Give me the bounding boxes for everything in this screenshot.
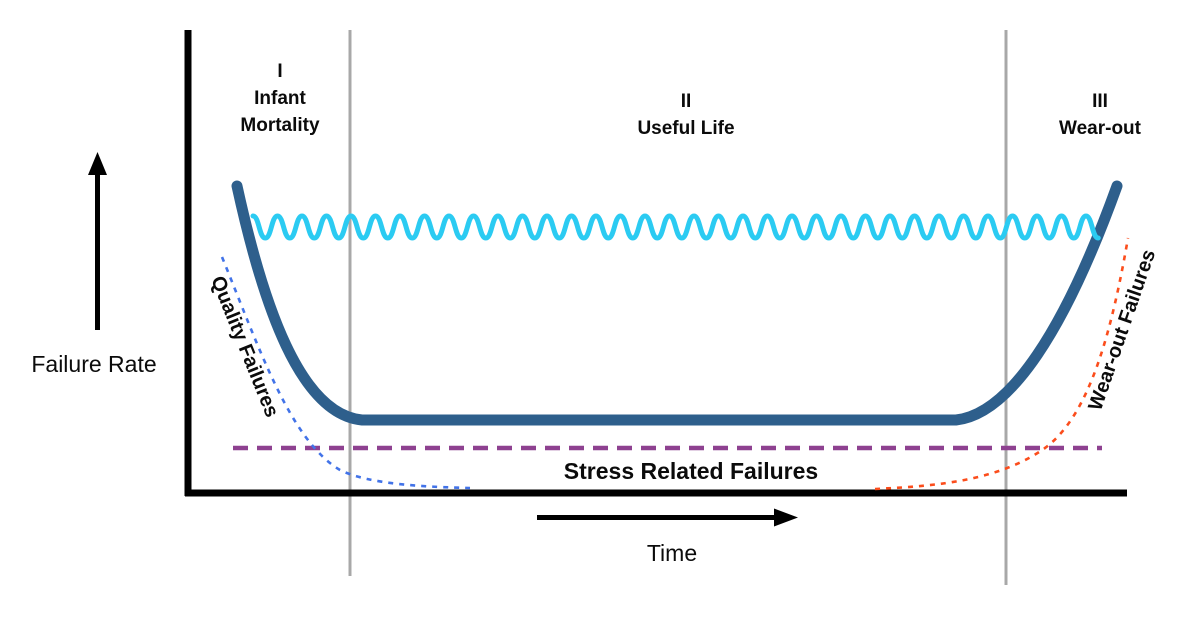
region-3-numeral: III [1092, 91, 1108, 112]
region-1-numeral: I [277, 61, 282, 82]
bathtub-curve [231, 180, 1123, 426]
region-2-numeral: II [681, 91, 692, 112]
wearout-failures-curve [874, 237, 1130, 491]
time-arrowhead-icon [774, 508, 798, 527]
x-axis-label: Time [647, 540, 697, 566]
wavy-failure-rate-line [250, 213, 1101, 241]
region-2-name-line1: Useful Life [637, 118, 734, 139]
quality-failures-curve [220, 256, 471, 490]
region-1-name-line2: Mortality [240, 115, 320, 136]
stress-failures-label: Stress Related Failures [564, 458, 818, 484]
failure-rate-arrowhead-icon [88, 152, 107, 175]
region-1-name-line1: Infant [254, 88, 306, 109]
region-3-name-line1: Wear-out [1059, 118, 1142, 139]
y-axis-label: Failure Rate [31, 351, 156, 377]
